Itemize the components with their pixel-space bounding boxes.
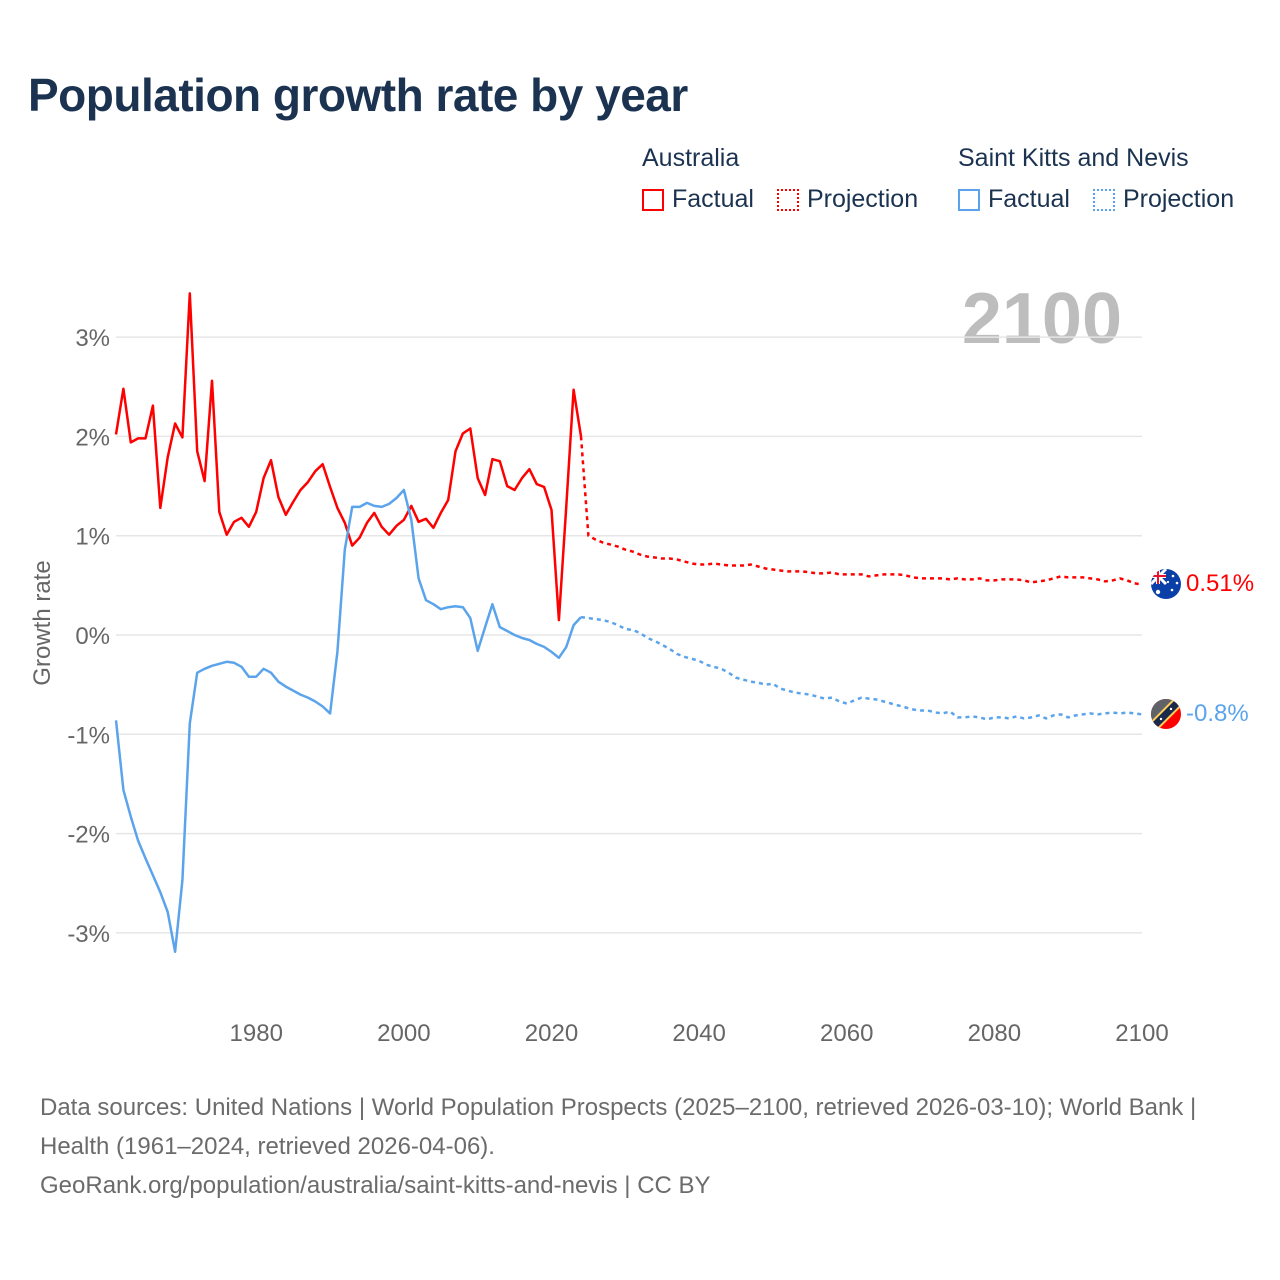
y-tick-label: 1% <box>75 524 110 551</box>
legend-group-name: Australia <box>642 144 740 172</box>
y-axis-label: Growth rate <box>29 560 56 685</box>
skn-factual-line <box>114 488 582 954</box>
legend-australia-factual[interactable]: Factual <box>642 185 754 214</box>
legend-label: Projection <box>806 185 919 213</box>
legend-label: Factual <box>988 185 1070 213</box>
legend-group-name: Saint Kitts and Nevis <box>958 144 1189 172</box>
x-tick-label: 1980 <box>230 1020 283 1047</box>
x-tick-label: 2080 <box>968 1020 1021 1047</box>
legend-label: Projection <box>1122 185 1235 213</box>
y-tick-label: 0% <box>75 623 110 650</box>
australia-factual-line <box>114 292 583 622</box>
legend-swatch-solid <box>642 188 664 211</box>
y-tick-label: -1% <box>67 722 110 749</box>
australia-flag-icon <box>1151 569 1181 599</box>
legend-skn: Saint Kitts and Nevis Factual Projection <box>958 144 1250 218</box>
legend-skn-projection[interactable]: Projection <box>1092 185 1235 214</box>
australia-end-value: 0.51% <box>1186 570 1254 597</box>
legend-swatch-dotted <box>1092 188 1115 211</box>
legend-label: Factual <box>672 185 754 213</box>
saint-kitts-and-nevis-flag-icon <box>1151 699 1181 729</box>
current-year-label: 2100 <box>961 279 1122 359</box>
y-tick-label: 2% <box>75 424 110 451</box>
legend-swatch-solid <box>958 188 980 211</box>
data-source-note: Data sources: United Nations | World Pop… <box>40 1088 1240 1205</box>
source-link[interactable]: GeoRank.org/population/australia/saint-k… <box>40 1172 711 1199</box>
legend-australia: Australia Factual Projection <box>642 144 934 218</box>
australia-projection-line <box>579 436 1143 586</box>
x-tick-label: 2060 <box>820 1020 873 1047</box>
y-tick-label: -3% <box>67 921 110 948</box>
legend-australia-projection[interactable]: Projection <box>776 185 919 214</box>
skn-end-value: -0.8% <box>1186 700 1249 727</box>
x-tick-label: 2100 <box>1115 1020 1168 1047</box>
source-line: Data sources: United Nations | World Pop… <box>40 1094 1197 1160</box>
legend-swatch-dotted <box>776 188 799 211</box>
x-tick-label: 2020 <box>525 1020 578 1047</box>
page-title: Population growth rate by year <box>28 69 688 121</box>
y-tick-label: -2% <box>67 822 110 849</box>
legend-skn-factual[interactable]: Factual <box>958 185 1070 214</box>
x-tick-label: 2040 <box>672 1020 725 1047</box>
y-tick-label: 3% <box>75 325 110 352</box>
skn-projection-line <box>580 615 1143 721</box>
x-tick-label: 2000 <box>377 1020 430 1047</box>
